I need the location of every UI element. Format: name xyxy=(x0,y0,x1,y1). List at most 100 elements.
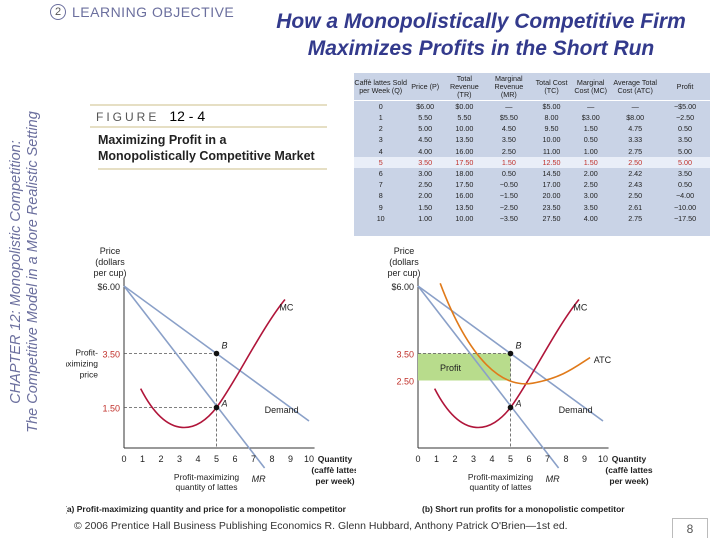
demand-label: Demand xyxy=(559,405,593,415)
table-header: Average Total Cost (ATC) xyxy=(610,73,661,101)
y-axis-label: per cup) xyxy=(387,268,420,278)
table-cell: 4.75 xyxy=(628,124,643,134)
chapter-line-2: The Competitive Model in a More Realisti… xyxy=(25,111,41,433)
table-cell: 3.50 xyxy=(678,135,693,145)
x-tick-label: 1 xyxy=(140,454,145,464)
table-cell: −1.50 xyxy=(499,191,518,201)
profit-area xyxy=(418,353,511,381)
point-a-label: A xyxy=(221,399,228,409)
y-tick-label: $6.00 xyxy=(391,282,414,292)
atc-label: ATC xyxy=(594,355,612,365)
point-a-label: A xyxy=(515,399,522,409)
x-tick-label: 5 xyxy=(214,454,219,464)
figure-label: FIGURE 12 - 4 xyxy=(90,104,327,128)
table-cell: 3.50 xyxy=(678,169,693,179)
y-axis-label: (dollars xyxy=(95,257,125,267)
table-cell: 1.50 xyxy=(418,202,433,212)
x-tick-label: 9 xyxy=(582,454,587,464)
table-row: 6 3.00 18.00 0.50 14.50 2.00 2.42 3.50 xyxy=(354,168,710,179)
table-cell: 2.61 xyxy=(628,202,643,212)
table-cell: $3.00 xyxy=(581,113,600,123)
table-cell: 4.00 xyxy=(418,146,433,156)
table-cell: 1.00 xyxy=(583,146,598,156)
table-cell: 6 xyxy=(378,169,383,179)
mc-label: MC xyxy=(279,302,293,312)
mr-curve xyxy=(417,285,560,469)
table-header: Total Cost (TC) xyxy=(531,73,572,101)
x-tick-label: 4 xyxy=(489,454,494,464)
table-row: 9 1.50 13.50 −2.50 23.50 3.50 2.61 −10.00 xyxy=(354,202,710,213)
table-cell: −0.50 xyxy=(499,180,518,190)
table-cell: 20.00 xyxy=(542,191,561,201)
price-tick-label: 3.50 xyxy=(396,350,414,360)
table-header-row: Caffè lattes Sold per Week (Q) Price (P)… xyxy=(354,73,710,101)
y-tick-label: $6.00 xyxy=(97,282,120,292)
x-axis-label: (caffè lattes xyxy=(311,465,356,475)
table-cell: 2.50 xyxy=(610,156,661,168)
table-cell: 4.50 xyxy=(418,135,433,145)
y-axis-label: Price xyxy=(394,246,415,256)
table-cell: 13.50 xyxy=(455,202,474,212)
x-tick-label: 6 xyxy=(526,454,531,464)
table-row: 5 3.50 17.50 1.50 12.50 1.50 2.50 5.00 xyxy=(354,156,710,168)
table-cell: 2.00 xyxy=(583,169,598,179)
table-header: Caffè lattes Sold per Week (Q) xyxy=(354,73,408,101)
mr-curve xyxy=(123,285,266,469)
objective-number-badge: 2 xyxy=(50,4,66,20)
price-annotation: Profit- xyxy=(75,348,98,358)
table-cell: 5.00 xyxy=(418,124,433,134)
chapter-line-1: CHAPTER 12: Monopolistic Competition: xyxy=(8,140,24,404)
price-tick-label: 3.50 xyxy=(102,350,120,360)
table-row: 7 2.50 17.50 −0.50 17.00 2.50 2.43 0.50 xyxy=(354,179,710,190)
table-cell: 10 xyxy=(376,213,385,223)
table-cell: 1.50 xyxy=(485,156,532,168)
table-cell: 13.50 xyxy=(455,135,474,145)
table-header: Profit xyxy=(660,73,710,101)
table-header: Marginal Cost (MC) xyxy=(571,73,611,101)
table-cell: 17.50 xyxy=(442,156,486,168)
table-cell: 2.00 xyxy=(418,191,433,201)
x-tick-label: 4 xyxy=(195,454,200,464)
point-a xyxy=(213,404,220,411)
table-row: 1 5.50 5.50 $5.50 8.00 $3.00 $8.00 −2.50 xyxy=(354,112,710,123)
point-a xyxy=(507,404,514,411)
point-b-label: B xyxy=(222,341,228,351)
quantity-annotation: quantity of lattes xyxy=(470,482,532,492)
cost-revenue-table: Caffè lattes Sold per Week (Q) Price (P)… xyxy=(354,73,710,236)
table-row: 3 4.50 13.50 3.50 10.00 0.50 3.33 3.50 xyxy=(354,134,710,145)
table-cell: 2.50 xyxy=(501,146,516,156)
table-cell: 23.50 xyxy=(542,202,561,212)
table-cell: 16.00 xyxy=(455,191,474,201)
table-row: 2 5.00 10.00 4.50 9.50 1.50 4.75 0.50 xyxy=(354,123,710,134)
x-tick-label: 8 xyxy=(269,454,274,464)
x-tick-label: 0 xyxy=(121,454,126,464)
table-cell: 1.50 xyxy=(571,156,611,168)
table-cell: 5.50 xyxy=(457,113,472,123)
graph-caption: (a) Profit-maximizing quantity and price… xyxy=(66,504,347,514)
x-tick-label: 7 xyxy=(251,454,256,464)
x-tick-label: 8 xyxy=(563,454,568,464)
figure-caption: Maximizing Profit in a Monopolistically … xyxy=(98,132,327,170)
table-header: Marginal Revenue (MR) xyxy=(485,73,532,101)
price-annotation: maximizing xyxy=(66,359,98,369)
table-cell: 4 xyxy=(378,146,383,156)
table-cell: −4.00 xyxy=(675,191,695,201)
table-cell: 3.33 xyxy=(628,135,643,145)
x-tick-label: 3 xyxy=(177,454,182,464)
x-axis-label: Quantity xyxy=(612,454,647,464)
atc-tick-label: 2.50 xyxy=(396,377,414,387)
x-tick-label: 5 xyxy=(508,454,513,464)
table-cell: 18.00 xyxy=(455,169,474,179)
table-cell: 11.00 xyxy=(542,146,561,156)
graph-caption: (b) Short run profits for a monopolistic… xyxy=(422,504,625,514)
table-cell: 4.50 xyxy=(501,124,516,134)
x-tick-label: 1 xyxy=(434,454,439,464)
figure-number: 12 - 4 xyxy=(169,108,206,124)
point-b xyxy=(213,350,220,357)
table-cell: — xyxy=(505,102,513,111)
mr-label: MR xyxy=(252,474,266,484)
table-cell: 2.75 xyxy=(628,146,643,156)
table-cell: 12.50 xyxy=(531,156,572,168)
table-cell: 2.50 xyxy=(583,180,598,190)
chapter-title: CHAPTER 12: Monopolistic Competition: Th… xyxy=(8,52,48,492)
